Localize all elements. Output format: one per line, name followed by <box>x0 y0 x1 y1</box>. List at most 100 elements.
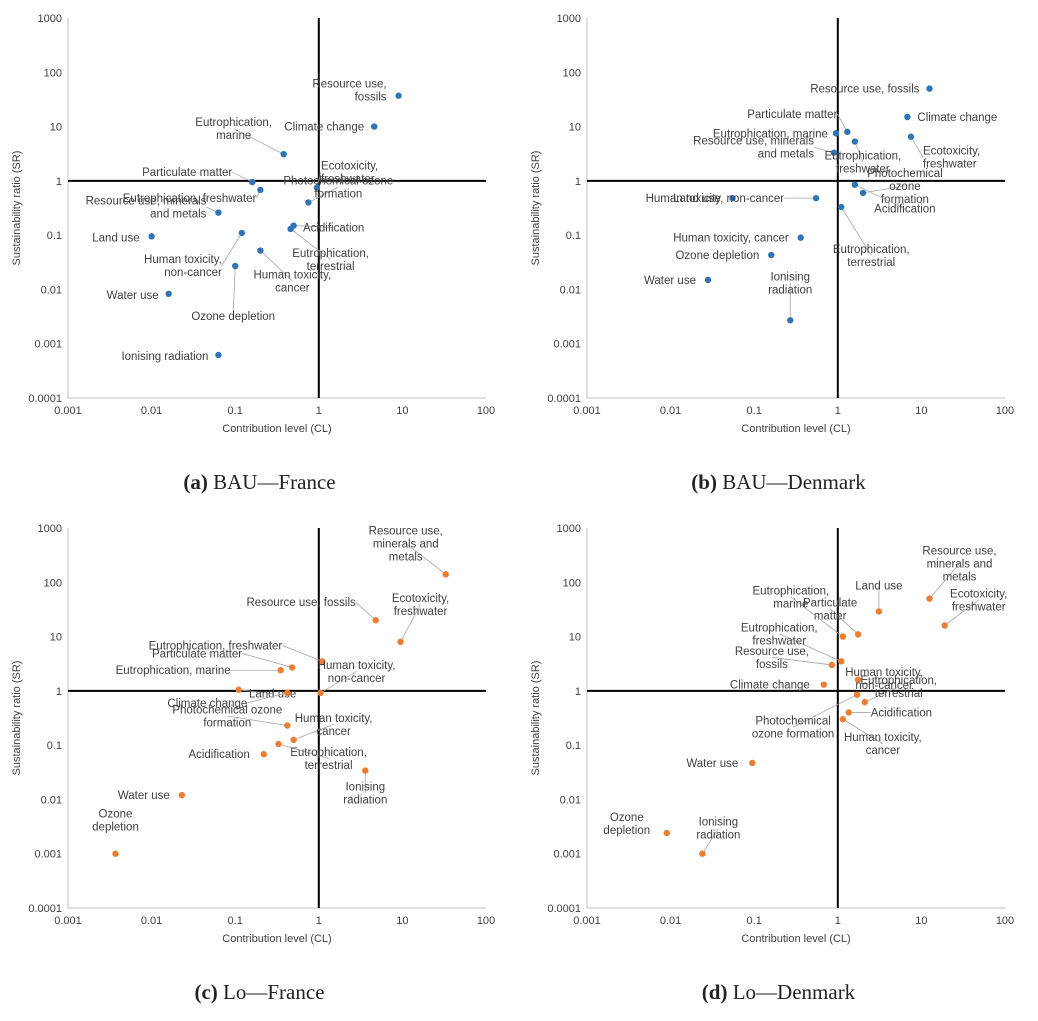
data-point <box>839 716 847 723</box>
point-label: Resource use, minerals and metals <box>86 196 207 221</box>
point-label: Acidification <box>188 749 249 761</box>
x-tick-label: 0.001 <box>573 915 601 927</box>
data-point <box>768 251 775 259</box>
data-point <box>277 667 284 674</box>
y-tick-label: 0.1 <box>566 740 581 752</box>
caption-letter: (a) <box>183 470 208 494</box>
x-tick-label: 0.01 <box>660 405 681 417</box>
point-label: Ecotoxicity, freshwater <box>392 593 449 618</box>
y-tick-label: 0.0001 <box>28 903 62 915</box>
data-point <box>313 184 321 191</box>
point-label: Ozone depletion <box>92 809 139 834</box>
data-point <box>844 128 851 136</box>
point-label: Acidification <box>874 204 935 216</box>
data-point <box>165 290 172 298</box>
point-label: Ozone depletion <box>603 812 650 837</box>
leader-line <box>864 686 899 703</box>
y-tick-label: 0.01 <box>560 794 581 806</box>
data-point <box>812 194 820 202</box>
caption-lo-france: (c) Lo—France <box>0 980 519 1005</box>
caption-lo-denmark: (d) Lo—Denmark <box>519 980 1038 1005</box>
data-point <box>397 638 404 646</box>
point-label: Acidification <box>871 707 932 719</box>
data-point <box>362 767 369 774</box>
point-label: Climate change <box>917 112 997 124</box>
point-label: Ionising radiation <box>768 271 812 296</box>
x-tick-label: 1 <box>835 405 841 417</box>
y-tick-label: 0.0001 <box>547 393 581 405</box>
point-label: Human toxicity, non-cancer <box>144 254 222 279</box>
caption-text: Lo—France <box>217 980 325 1004</box>
data-point <box>148 233 155 240</box>
y-tick-label: 0.001 <box>34 339 62 351</box>
x-tick-label: 100 <box>996 405 1014 417</box>
data-point <box>907 133 915 140</box>
data-point <box>257 186 264 194</box>
point-label: Human toxicity, cancer <box>253 270 331 295</box>
leader-line <box>405 543 446 575</box>
data-point <box>838 658 845 665</box>
x-axis-title: Contribution level (CL) <box>741 933 850 945</box>
x-tick-label: 0.1 <box>747 915 762 927</box>
point-label: Ionising radiation <box>343 782 387 807</box>
caption-letter: (b) <box>691 470 717 494</box>
leader-line <box>854 141 864 163</box>
leader-line <box>771 657 832 666</box>
point-label: Eutrophication, terrestrial <box>290 747 367 772</box>
point-label: Eutrophication, marine <box>195 117 272 142</box>
y-tick-label: 1 <box>56 176 62 188</box>
x-tick-label: 100 <box>996 915 1014 927</box>
point-label: Human toxicity, non-cancer <box>318 660 396 685</box>
data-point <box>395 92 402 99</box>
data-point <box>178 791 186 799</box>
y-tick-label: 10 <box>569 122 581 134</box>
data-point <box>699 850 706 857</box>
y-tick-label: 0.0001 <box>547 903 581 915</box>
leader-line <box>233 128 284 155</box>
data-point <box>284 689 291 697</box>
y-tick-label: 1000 <box>38 13 62 25</box>
x-tick-label: 0.01 <box>660 915 681 927</box>
data-point <box>828 661 836 669</box>
leader-line <box>929 563 960 599</box>
point-label: Eutrophication, freshwater <box>123 193 257 205</box>
caption-bau-denmark: (b) BAU—Denmark <box>519 470 1038 495</box>
chart-panel-lo-france: 0.001 0.01 0.1 1 10 100 0.0001 0.001 0.01 0.1 1 10 1… <box>0 510 519 1020</box>
point-label: Resource use, fossils <box>246 597 356 609</box>
caption-text: BAU—Denmark <box>716 470 866 494</box>
data-point <box>663 829 670 837</box>
point-label: Acidification <box>303 223 364 235</box>
y-tick-label: 100 <box>44 67 62 79</box>
data-point <box>839 633 847 640</box>
point-label: Eutrophication, terrestrial <box>860 675 937 700</box>
point-label: Eutrophication, freshwater <box>825 151 902 176</box>
y-tick-label: 10 <box>569 632 581 644</box>
point-label: Photochemical ozone formation <box>752 716 834 741</box>
point-label: Resource use, minerals and metals <box>922 546 996 584</box>
point-label: Eutrophication, freshwater <box>741 622 818 647</box>
data-point <box>287 225 294 233</box>
leader-line <box>944 599 979 626</box>
y-tick-label: 1 <box>575 176 581 188</box>
data-point <box>904 113 911 121</box>
caption-bau-france: (a) BAU—France <box>0 470 519 495</box>
point-label: Resource use, fossils <box>735 646 809 671</box>
data-point <box>926 85 933 92</box>
leader-line <box>320 670 357 694</box>
leader-line <box>842 718 884 745</box>
point-label: Photochemical ozone formation <box>867 168 942 206</box>
data-point <box>260 751 268 758</box>
leader-line <box>910 136 924 158</box>
x-tick-label: 1 <box>835 915 841 927</box>
data-point <box>854 676 862 683</box>
point-label: Eutrophication, freshwater <box>149 640 283 652</box>
y-tick-label: 0.1 <box>47 230 62 242</box>
point-label: Eutrophication, marine <box>116 665 231 677</box>
data-point <box>257 247 264 254</box>
chart-panel-bau-denmark: 0.001 0.01 0.1 1 10 100 0.0001 0.001 0.01 0.1 1 10 1… <box>519 0 1038 510</box>
data-point <box>232 262 239 270</box>
leader-line <box>813 146 835 154</box>
point-label: Eutrophication, marine <box>713 128 828 140</box>
x-tick-label: 10 <box>915 915 927 927</box>
point-label: Ecotoxicity, freshwater <box>950 588 1007 613</box>
